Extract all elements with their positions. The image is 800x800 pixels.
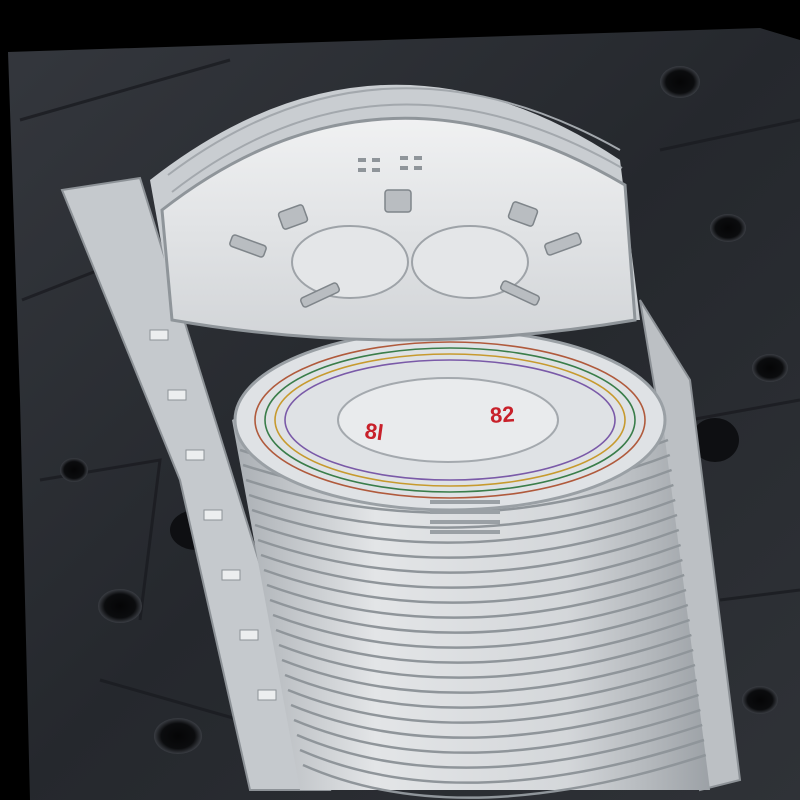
tray-edge [299,738,705,784]
tray-edge [278,633,692,679]
tray-label-right: 82 [489,401,515,428]
lid-hub-left [291,225,409,299]
mat-hole [691,418,739,462]
tray-edge [251,498,676,544]
mat-hole [710,214,746,242]
tray-edge [254,513,678,559]
tray-edge [263,558,683,604]
tray-edge [248,483,674,529]
tray-label-left: 8l [363,418,385,445]
mat-hole [742,686,778,714]
tray-edge [272,603,689,649]
tray-hub [337,377,559,463]
tray-edge [257,528,680,574]
tray-edge [296,723,703,769]
mat-hole [60,458,88,482]
tray-edge [302,753,707,799]
lid-rings [167,87,623,193]
mat-hole [154,718,202,754]
tray-edge [275,618,691,664]
mat-hole [660,66,700,98]
tray-edge [269,588,687,634]
tray-edge [290,693,699,739]
lid-tray [150,84,640,342]
vent-grille [430,500,500,534]
hinge-bracket-left [60,176,332,791]
tray-edge [266,573,685,619]
fiber-loops [254,341,646,499]
lid-slots [358,156,422,172]
tray-edge [293,708,701,754]
tray-edge [287,678,698,724]
mat-hole [752,354,788,382]
lid-clips [229,189,582,308]
mat-hole [98,589,142,623]
tray-edge [260,543,682,589]
tray-edge [281,648,694,694]
tray-edge [284,663,696,709]
hinge-teeth [149,329,277,701]
lid-hub-right [411,225,529,299]
